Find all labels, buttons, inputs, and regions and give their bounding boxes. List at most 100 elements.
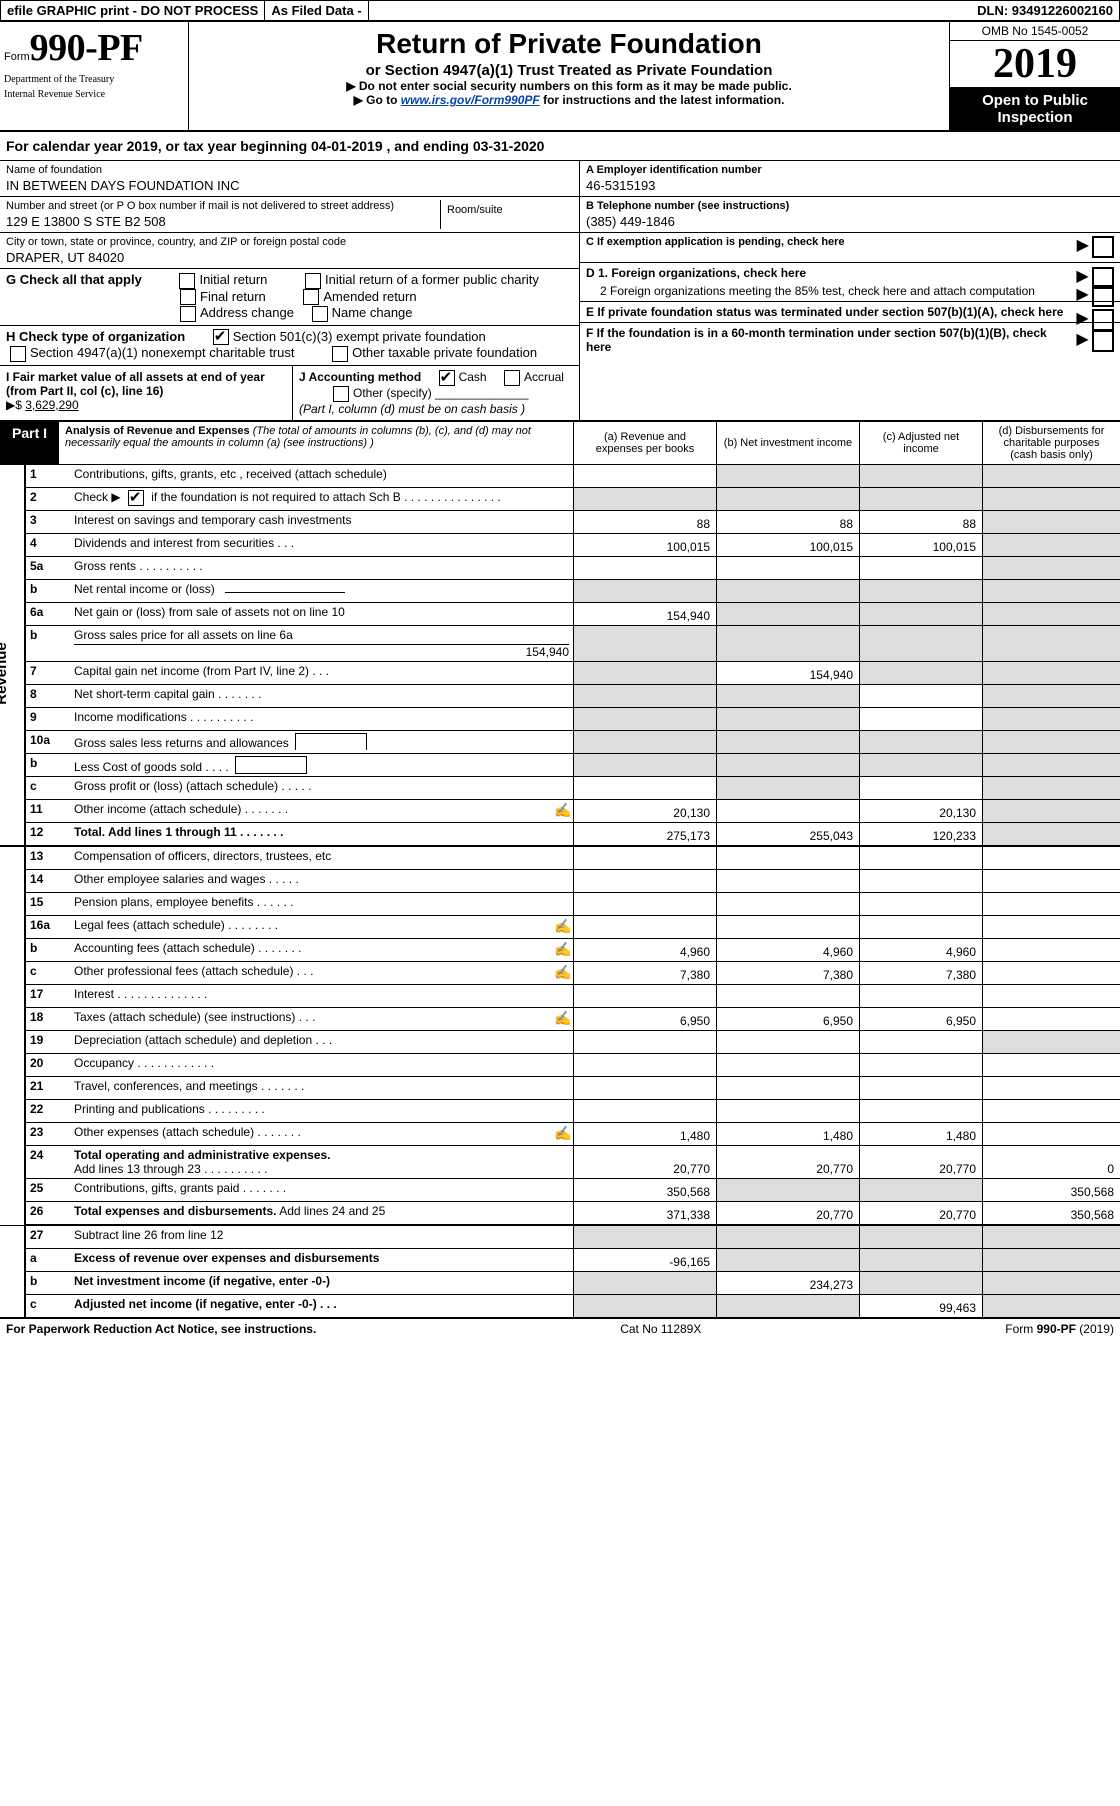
row-num: 15 (26, 893, 70, 915)
col-a-header: (a) Revenue and expenses per books (573, 422, 716, 464)
cell: ✍4,960 (573, 939, 716, 961)
cell: 100,015 (859, 534, 982, 556)
i-prefix: ▶$ (6, 398, 25, 412)
cell: 20,770 (859, 1146, 982, 1178)
arrow-icon: ▶ (1076, 286, 1088, 303)
row-num: c (26, 1295, 70, 1317)
cell: 4,960 (716, 939, 859, 961)
row-desc: Accounting fees (attach schedule) . . . … (70, 939, 573, 961)
cell: 350,568 (573, 1179, 716, 1201)
opt-initial: Initial return (199, 272, 267, 287)
sec501-checkbox[interactable] (213, 329, 229, 345)
row-num: 21 (26, 1077, 70, 1099)
row-desc: Other expenses (attach schedule) . . . .… (70, 1123, 573, 1145)
g-label: G Check all that apply (6, 272, 142, 287)
cell: 275,173 (573, 823, 716, 845)
cell: 350,568 (982, 1202, 1120, 1224)
c-label: C If exemption application is pending, c… (586, 236, 845, 248)
row-desc: Net gain or (loss) from sale of assets n… (70, 603, 573, 625)
cell: 154,940 (573, 603, 716, 625)
row-desc: Total expenses and disbursements. Add li… (70, 1202, 573, 1224)
attach-icon[interactable]: ✍ (554, 964, 571, 981)
other-method-checkbox[interactable] (333, 386, 349, 402)
row-desc: Income modifications . . . . . . . . . . (70, 708, 573, 730)
h-label: H Check type of organization (6, 329, 185, 344)
row-num: b (26, 939, 70, 961)
sub-value: 154,940 (74, 644, 569, 659)
city-label: City or town, state or province, country… (6, 236, 573, 248)
form-title: Return of Private Foundation (193, 28, 945, 60)
irs-link[interactable]: www.irs.gov/Form990PF (401, 93, 540, 107)
paperwork-notice: For Paperwork Reduction Act Notice, see … (6, 1322, 316, 1336)
room-label: Room/suite (447, 204, 567, 216)
attach-icon[interactable]: ✍ (554, 1010, 571, 1027)
net-section: 27Subtract line 26 from line 12 aExcess … (0, 1226, 1120, 1318)
sec4947-checkbox[interactable] (10, 346, 26, 362)
accrual-checkbox[interactable] (504, 370, 520, 386)
address-change-checkbox[interactable] (180, 306, 196, 322)
c-checkbox[interactable] (1092, 236, 1114, 258)
row-num: 16a (26, 916, 70, 938)
cell: 4,960 (859, 939, 982, 961)
row-num: 27 (26, 1226, 70, 1248)
row-num: 8 (26, 685, 70, 707)
arrow-icon: ▶ (1076, 331, 1088, 348)
row-desc: Contributions, gifts, grants paid . . . … (70, 1179, 573, 1201)
name-change-checkbox[interactable] (312, 306, 328, 322)
goto-post: for instructions and the latest informat… (540, 93, 785, 107)
attach-icon[interactable]: ✍ (554, 802, 571, 819)
other-taxable-checkbox[interactable] (332, 346, 348, 362)
filed-notice: As Filed Data - (265, 1, 368, 20)
part-title: Analysis of Revenue and Expenses (65, 425, 250, 437)
col-c-header: (c) Adjusted net income (859, 422, 982, 464)
footer: For Paperwork Reduction Act Notice, see … (0, 1318, 1120, 1339)
expenses-section: Operating and Administrative Expenses 13… (0, 847, 1120, 1226)
cell: 88 (573, 511, 716, 533)
row-num: c (26, 777, 70, 799)
row-num: 18 (26, 1008, 70, 1030)
cell: ✍20,130 (573, 800, 716, 822)
row-num: 4 (26, 534, 70, 556)
attach-icon[interactable]: ✍ (554, 1125, 571, 1142)
cell: 100,015 (716, 534, 859, 556)
row-desc: Total operating and administrative expen… (70, 1146, 573, 1178)
cell: 20,770 (573, 1146, 716, 1178)
opt-final: Final return (200, 289, 266, 304)
row-num: 6a (26, 603, 70, 625)
ein: 46-5315193 (586, 178, 1114, 193)
row-num: 26 (26, 1202, 70, 1224)
form-ref: Form 990-PF (2019) (1005, 1322, 1114, 1336)
cell: 88 (859, 511, 982, 533)
cell: 20,770 (716, 1202, 859, 1224)
attach-icon[interactable]: ✍ (554, 941, 571, 958)
j-note: (Part I, column (d) must be on cash basi… (299, 402, 525, 416)
cell: ✍7,380 (573, 962, 716, 984)
initial-return-checkbox[interactable] (179, 273, 195, 289)
row-desc: Other employee salaries and wages . . . … (70, 870, 573, 892)
cell: 100,015 (573, 534, 716, 556)
row-num: 14 (26, 870, 70, 892)
top-bar: efile GRAPHIC print - DO NOT PROCESS As … (0, 0, 1120, 22)
final-return-checkbox[interactable] (180, 289, 196, 305)
col-b-header: (b) Net investment income (716, 422, 859, 464)
revenue-label: Revenue (0, 642, 10, 705)
arrow-icon: ▶ (1076, 268, 1088, 285)
row-desc: Travel, conferences, and meetings . . . … (70, 1077, 573, 1099)
f-checkbox[interactable] (1092, 330, 1114, 352)
schb-checkbox[interactable] (128, 490, 144, 506)
row-num: b (26, 580, 70, 602)
initial-former-checkbox[interactable] (305, 273, 321, 289)
opt-name: Name change (332, 305, 413, 320)
row-num: 23 (26, 1123, 70, 1145)
cell: 154,940 (716, 662, 859, 684)
street-address: 129 E 13800 S STE B2 508 (6, 214, 440, 229)
row-desc: Compensation of officers, directors, tru… (70, 847, 573, 869)
name-label: Name of foundation (6, 164, 573, 176)
row-desc: Gross sales price for all assets on line… (70, 626, 573, 661)
amended-checkbox[interactable] (303, 289, 319, 305)
attach-icon[interactable]: ✍ (554, 918, 571, 935)
cash-checkbox[interactable] (439, 370, 455, 386)
goto-pre: ▶ Go to (354, 93, 401, 107)
h-4947: Section 4947(a)(1) nonexempt charitable … (30, 345, 294, 360)
ssn-warning: ▶ Do not enter social security numbers o… (193, 79, 945, 93)
